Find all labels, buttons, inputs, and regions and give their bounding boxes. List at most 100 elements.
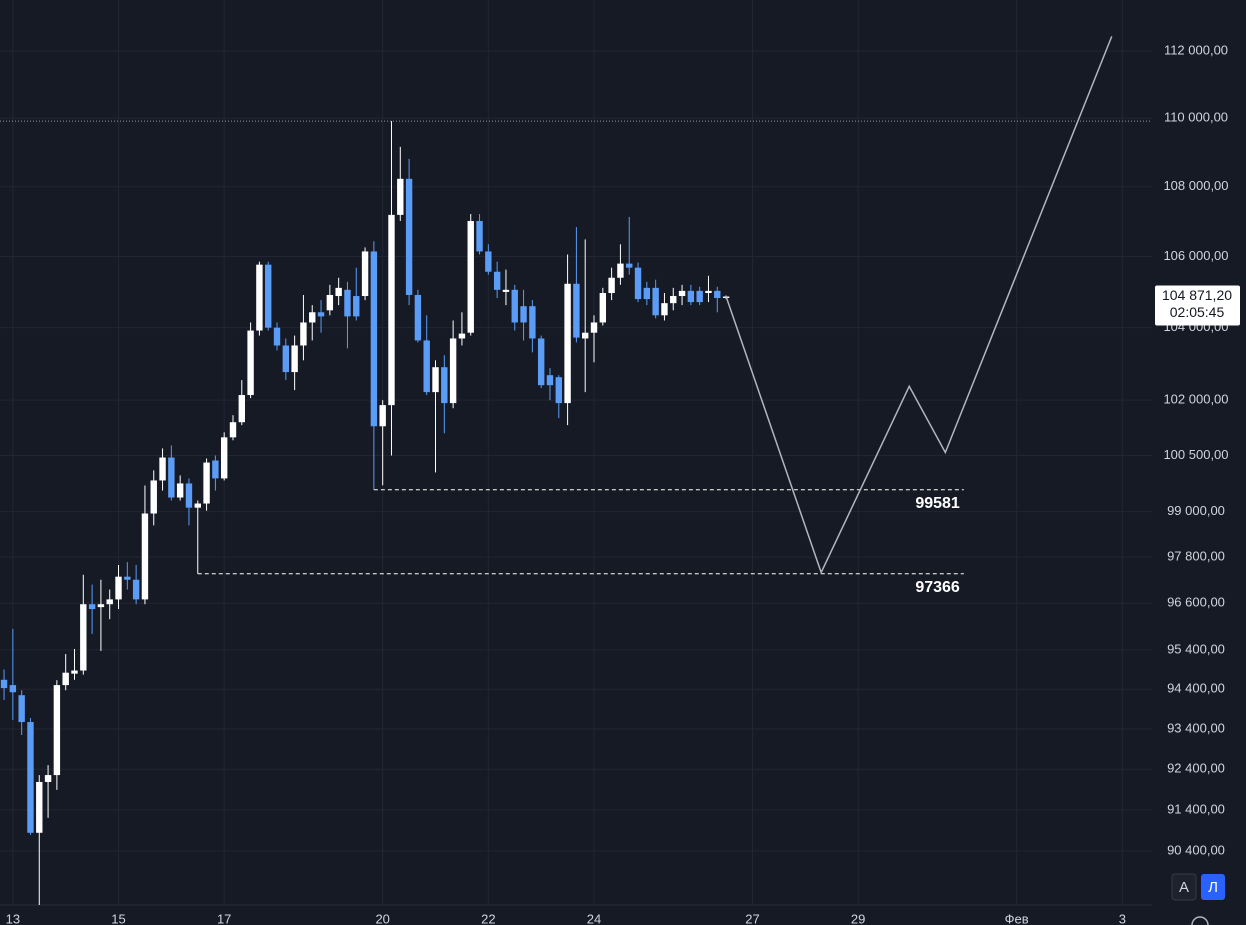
candle-body	[27, 722, 34, 833]
x-tick-label: 13	[6, 911, 20, 925]
candle-body	[106, 599, 113, 605]
button-bg[interactable]	[1171, 873, 1197, 901]
candle-body	[678, 290, 686, 297]
candle-body	[141, 513, 149, 600]
candle-body	[511, 289, 518, 323]
x-tick-label: 29	[851, 911, 865, 925]
button-label[interactable]: Л	[1208, 879, 1218, 896]
candle-body	[97, 604, 105, 608]
candle-body	[537, 338, 545, 386]
candle-body	[467, 220, 474, 333]
candle-body	[590, 322, 598, 333]
candle-body	[317, 312, 325, 317]
candle-body	[493, 271, 501, 290]
x-tick-label: Фев	[1005, 911, 1029, 925]
candle-body	[379, 405, 386, 427]
candle-body	[0, 679, 8, 689]
y-tick-label: 94 400,00	[1167, 681, 1225, 696]
y-tick-label: 106 000,00	[1163, 248, 1228, 263]
candle-body	[256, 264, 263, 331]
candle-body	[485, 251, 492, 272]
candle-body	[441, 367, 448, 404]
y-tick-label: 102 000,00	[1163, 392, 1228, 407]
candle-body	[273, 327, 281, 346]
candle-body	[71, 670, 78, 674]
x-tick-label: 22	[481, 911, 495, 925]
candle-body	[265, 264, 272, 328]
candle-body	[150, 480, 157, 514]
candle-body	[247, 330, 254, 396]
y-tick-label: 92 400,00	[1167, 761, 1225, 776]
candle-body	[88, 604, 96, 610]
candle-body	[309, 312, 316, 323]
level-label: 99581	[915, 495, 960, 512]
candle-body	[449, 338, 457, 404]
candle-body	[124, 576, 131, 580]
candle-body	[670, 296, 677, 304]
y-tick-label: 97 800,00	[1167, 549, 1225, 564]
candle-body	[194, 503, 201, 508]
candle-body	[132, 579, 140, 600]
candle-body	[185, 483, 193, 508]
candle-body	[176, 483, 184, 498]
candle-body	[432, 367, 439, 393]
candle-body	[423, 340, 430, 393]
y-tick-label: 90 400,00	[1167, 842, 1225, 857]
x-tick-label: 24	[587, 911, 601, 925]
price-label: 104 871,20	[1162, 287, 1232, 303]
candle-body	[476, 220, 483, 252]
candle-body	[626, 263, 633, 268]
candle-body	[291, 345, 298, 373]
candle-body	[229, 422, 237, 438]
candle-body	[458, 333, 466, 339]
candle-body	[661, 303, 668, 316]
y-tick-label: 99 000,00	[1167, 503, 1225, 518]
button-bg[interactable]	[1201, 874, 1225, 900]
candle-body	[555, 377, 562, 404]
candle-body	[238, 395, 245, 423]
candle-body	[18, 695, 25, 723]
candle-body	[353, 296, 360, 317]
candle-body	[546, 375, 554, 386]
candle-body	[80, 604, 87, 671]
candle-body	[397, 178, 404, 215]
candle-body	[582, 332, 589, 339]
candle-body	[414, 294, 422, 341]
scale-button[interactable]: Л	[1201, 874, 1225, 900]
candle-body	[53, 685, 61, 776]
candle-body	[370, 251, 378, 427]
candle-body	[520, 306, 527, 323]
projection-line	[725, 36, 1113, 575]
x-tick-label: 27	[745, 911, 759, 925]
candle-body	[300, 322, 307, 346]
scale-button[interactable]: A	[1171, 873, 1197, 901]
candle-body	[573, 283, 580, 338]
candle-body	[36, 781, 43, 833]
candle-body	[502, 289, 510, 292]
candle-body	[168, 457, 175, 498]
candle-body	[159, 457, 166, 481]
settings-icon[interactable]	[1191, 916, 1209, 925]
candle-body	[344, 289, 351, 317]
candle-body	[652, 287, 659, 316]
candle-body	[608, 277, 615, 294]
candle-body	[687, 290, 695, 303]
x-tick-label: 20	[375, 911, 389, 925]
candle-body	[599, 293, 607, 323]
candle-body	[361, 251, 369, 297]
y-tick-label: 95 400,00	[1167, 641, 1225, 656]
y-tick-label: 110 000,00	[1164, 110, 1228, 125]
candle-body	[617, 263, 624, 278]
candle-body	[9, 685, 17, 693]
candle-body	[212, 460, 219, 479]
candle-body	[62, 672, 69, 686]
candle-body	[203, 462, 210, 504]
x-tick-label: 17	[217, 911, 231, 925]
candle-body	[44, 775, 52, 782]
candle-body	[220, 437, 228, 479]
candle-body	[115, 576, 122, 600]
button-label[interactable]: A	[1179, 879, 1189, 896]
candle-body	[335, 287, 342, 297]
